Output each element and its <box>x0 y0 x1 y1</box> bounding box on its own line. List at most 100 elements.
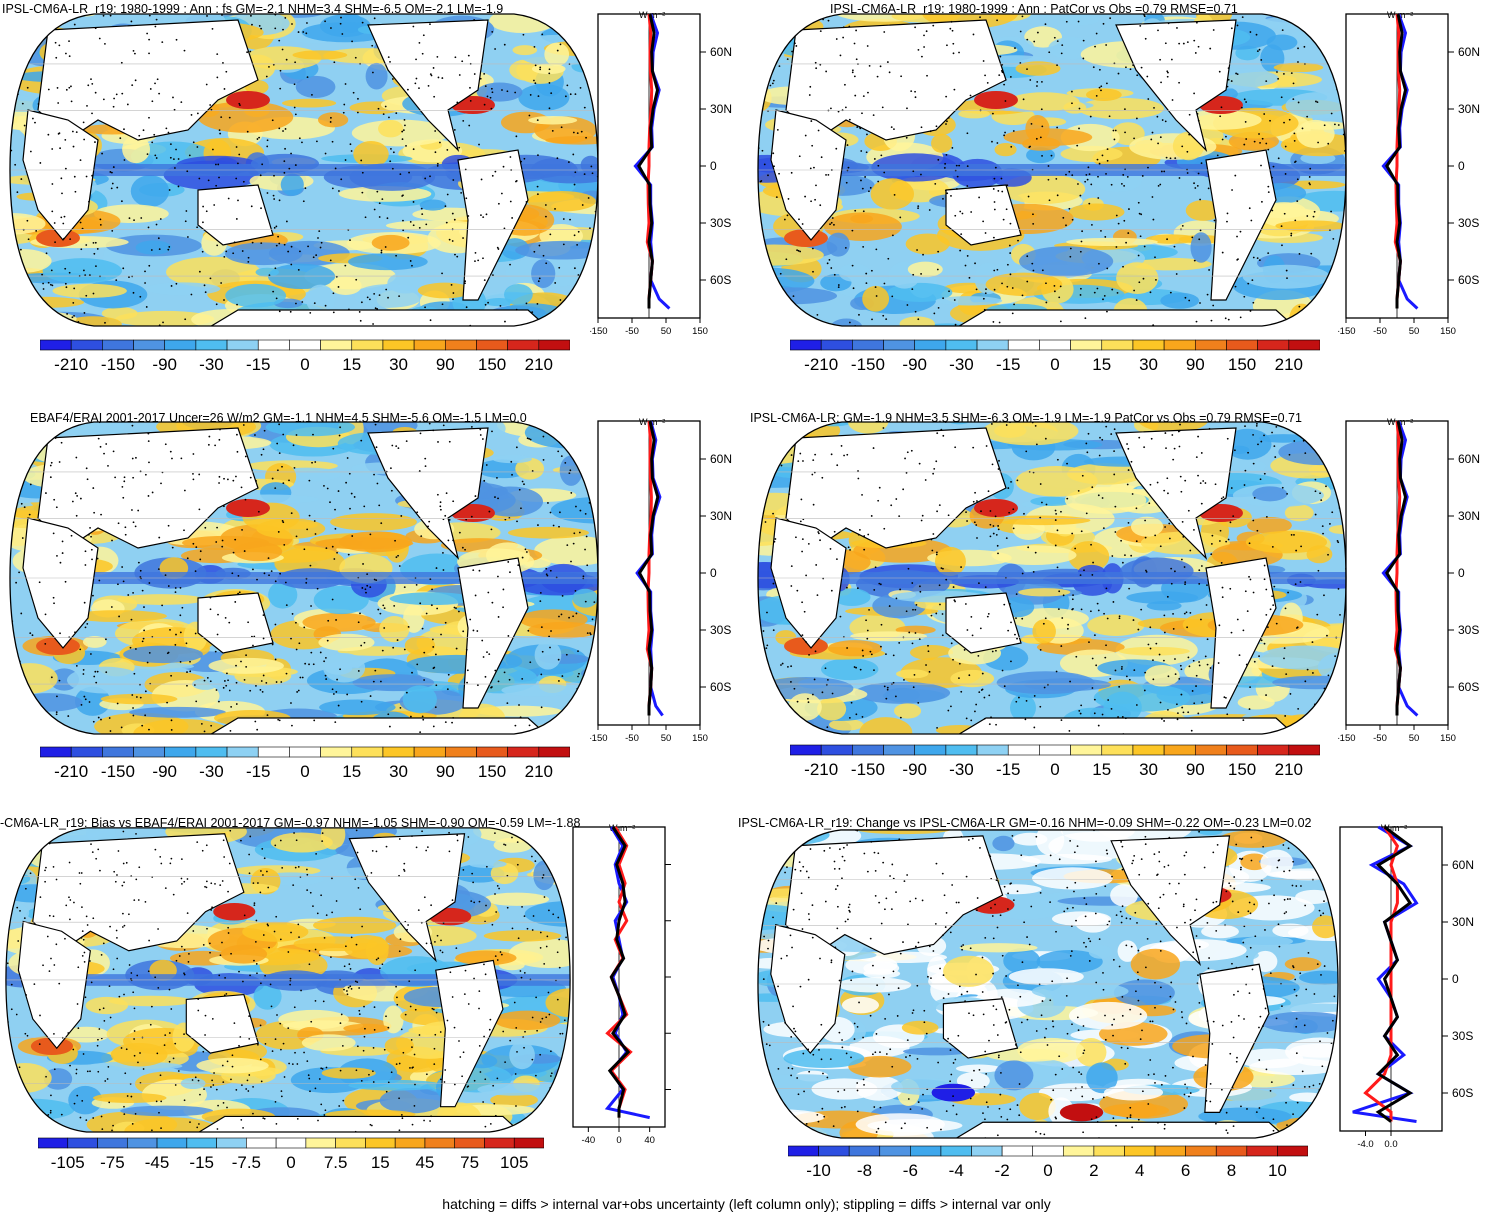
colorbar-swatch <box>507 746 540 758</box>
zonal-lat-label: 60N <box>1458 452 1480 466</box>
colorbar-swatch <box>1194 339 1227 351</box>
figure-footer-note: hatching = diffs > internal var+obs unce… <box>442 1196 1051 1212</box>
colorbar-tick-label: -210 <box>804 760 838 779</box>
panel-1-title: IPSL-CM6A-LR_r19: 1980-1999 : Ann : fs G… <box>2 2 504 16</box>
colorbar-swatch <box>382 339 415 351</box>
panel-4-colorbar: -210 -150 -90 -30 -15 0 15 30 90 150 210 <box>790 744 1320 779</box>
zonal-lat-label: 0 <box>710 159 717 173</box>
zonal-x-tick-label: -50 <box>625 326 639 337</box>
zonal-x-tick-label: -150 <box>1338 326 1356 337</box>
zonal-x-tick-label: 150 <box>692 733 708 744</box>
colorbar-swatch <box>1070 339 1103 351</box>
colorbar-swatch <box>1132 744 1165 756</box>
zonal-x-tick-label: 50 <box>1409 326 1420 337</box>
colorbar-swatch <box>246 1137 277 1149</box>
colorbar-swatch <box>40 746 72 758</box>
zonal-lat-label: 30N <box>710 509 732 523</box>
colorbar-swatch <box>164 746 197 758</box>
colorbar-tick-label: 2 <box>1089 1161 1098 1180</box>
colorbar-tick-label: 75 <box>460 1153 479 1172</box>
colorbar-swatch <box>38 1137 69 1149</box>
colorbar-swatch <box>1124 1145 1156 1157</box>
zonal-lat-label: 60S <box>1458 273 1479 287</box>
zonal-lat-label: 0 <box>1452 972 1459 986</box>
colorbar-swatch <box>1039 339 1071 351</box>
colorbar-swatch <box>788 1145 819 1157</box>
colorbar-tick-label: 30 <box>389 762 408 781</box>
colorbar-swatch <box>216 1137 247 1149</box>
colorbar-tick-label: 150 <box>1228 760 1256 779</box>
colorbar-swatch <box>394 1137 426 1149</box>
colorbar-swatch <box>820 339 853 351</box>
colorbar-swatch <box>67 1137 98 1149</box>
panel-2-colorbar: -210 -150 -90 -30 -15 0 15 30 90 150 210 <box>790 339 1320 374</box>
colorbar-tick-label: -90 <box>902 355 927 374</box>
colorbar-swatch <box>413 339 446 351</box>
zonal-x-tick-label: 50 <box>661 733 672 744</box>
zonal-lat-label: 60S <box>1458 680 1479 694</box>
zonal-units-label: W m⁻² <box>609 823 635 833</box>
zonal-series-black <box>607 826 631 1118</box>
colorbar-swatch <box>320 746 353 758</box>
colorbar-tick-label: 30 <box>1139 760 1158 779</box>
zonal-lat-label: 30S <box>1458 216 1479 230</box>
colorbar-swatch <box>133 746 166 758</box>
colorbar-tick-label: 90 <box>436 355 455 374</box>
colorbar-swatch <box>1288 744 1320 756</box>
colorbar-tick-label: -150 <box>101 355 135 374</box>
zonal-series-black <box>1385 13 1408 309</box>
panel-1-map <box>9 13 599 327</box>
zonal-lat-label: 30N <box>710 102 732 116</box>
colorbar-swatch <box>1093 1145 1125 1157</box>
colorbar-tick-label: -150 <box>851 355 885 374</box>
colorbar-tick-label: 0 <box>300 355 309 374</box>
zonal-units-label: W m⁻² <box>1381 823 1407 833</box>
zonal-x-tick-label: -50 <box>1373 326 1387 337</box>
colorbar-tick-label: -4 <box>949 1161 964 1180</box>
colorbar-swatch <box>186 1137 217 1149</box>
zonal-x-tick-label: -150 <box>590 733 608 744</box>
panel-1-colorbar: -210 -150 -90 -30 -15 0 15 30 90 150 210 <box>40 339 570 374</box>
zonal-x-tick-label: -4.0 <box>1357 1139 1373 1150</box>
zonal-lat-label: 60S <box>710 680 731 694</box>
colorbar-tick-label: -2 <box>995 1161 1010 1180</box>
panel-6-title: IPSL-CM6A-LR_r19: Change vs IPSL-CM6A-LR… <box>738 816 1312 830</box>
colorbar-swatch <box>852 339 884 351</box>
colorbar-swatch <box>883 744 916 756</box>
colorbar-swatch <box>444 339 477 351</box>
colorbar-swatch <box>940 1145 972 1157</box>
colorbar-swatch <box>971 1145 1003 1157</box>
colorbar-tick-label: 0 <box>300 762 309 781</box>
colorbar-tick-label: 150 <box>1228 355 1256 374</box>
colorbar-swatch <box>1101 339 1134 351</box>
colorbar-tick-label: 210 <box>1275 355 1303 374</box>
colorbar-tick-label: 150 <box>478 762 506 781</box>
colorbar-swatch <box>476 339 508 351</box>
colorbar-swatch <box>351 746 384 758</box>
colorbar-swatch <box>305 1137 336 1149</box>
colorbar-tick-label: 210 <box>1275 760 1303 779</box>
colorbar-swatch <box>382 746 415 758</box>
colorbar-swatch <box>914 744 947 756</box>
colorbar-swatch <box>351 339 384 351</box>
colorbar-swatch <box>97 1137 128 1149</box>
colorbar-swatch <box>1163 744 1196 756</box>
colorbar-tick-label: -10 <box>806 1161 831 1180</box>
colorbar-swatch <box>289 746 321 758</box>
colorbar-tick-label: 210 <box>525 355 553 374</box>
colorbar-swatch <box>513 1137 544 1149</box>
panel-2-title: IPSL-CM6A-LR_r19: 1980-1999 : Ann : PatC… <box>830 2 1238 16</box>
colorbar-swatch <box>444 746 477 758</box>
colorbar-swatch <box>195 746 228 758</box>
zonal-series-black <box>1385 420 1408 716</box>
colorbar-swatch <box>1007 744 1040 756</box>
colorbar-tick-label: -15 <box>189 1153 214 1172</box>
panel-6-map <box>757 829 1339 1139</box>
colorbar-swatch <box>1257 339 1290 351</box>
colorbar-swatch <box>507 339 540 351</box>
colorbar-tick-label: -75 <box>100 1153 125 1172</box>
zonal-lat-label: 30N <box>1452 915 1474 929</box>
